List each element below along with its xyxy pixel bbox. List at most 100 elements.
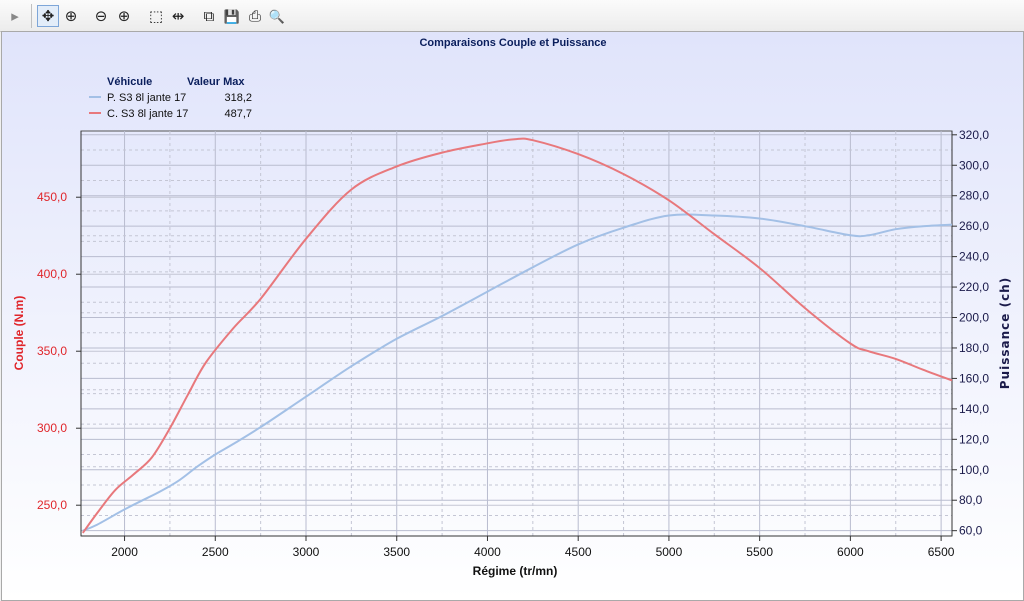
data-point-torque: [577, 153, 579, 155]
x-tick-label: 3000: [293, 545, 320, 559]
data-point-torque: [713, 233, 715, 235]
zoom-select-icon[interactable]: ⊕: [64, 7, 78, 25]
y-right-tick-label: 180,0: [959, 341, 989, 355]
y-right-tick-label: 200,0: [959, 311, 989, 325]
toolbar-separator: [31, 4, 32, 28]
y-right-tick-label: 240,0: [959, 250, 989, 264]
x-tick-label: 6000: [837, 545, 864, 559]
data-point-torque: [441, 152, 443, 154]
x-axis-label: Régime (tr/mn): [473, 564, 558, 578]
series-line-power: [82, 213, 953, 532]
data-point-power: [922, 225, 924, 227]
data-point-power: [577, 244, 579, 246]
data-point-power: [233, 443, 235, 445]
y-axis-left-label: Couple (N.m): [12, 296, 26, 371]
save-icon[interactable]: 💾: [223, 8, 241, 24]
y-right-tick-label: 220,0: [959, 280, 989, 294]
data-point-torque: [115, 489, 117, 491]
x-tick-label: 2500: [202, 545, 229, 559]
data-point-torque: [82, 532, 84, 534]
data-point-power: [668, 215, 670, 217]
legend-header-vehicle: Véhicule: [107, 76, 152, 88]
zoom-out-icon[interactable]: ⊖: [94, 7, 108, 25]
y-right-tick-label: 80,0: [959, 493, 983, 507]
data-point-torque: [532, 139, 534, 141]
data-point-power: [850, 234, 852, 236]
y-right-tick-label: 60,0: [959, 524, 983, 538]
select-region-icon[interactable]: ⬚: [148, 7, 164, 25]
y-right-tick-label: 260,0: [959, 219, 989, 233]
print-preview-icon[interactable]: 🔍: [268, 8, 286, 24]
data-point-power: [396, 338, 398, 340]
y-right-tick-label: 280,0: [959, 189, 989, 203]
data-point-power: [713, 215, 715, 217]
legend-max-power: 318,2: [224, 92, 252, 104]
data-point-torque: [804, 307, 806, 309]
data-point-power: [759, 218, 761, 220]
data-point-power: [214, 454, 216, 456]
y-right-tick-label: 140,0: [959, 402, 989, 416]
y-right-tick-label: 160,0: [959, 371, 989, 385]
axes: 2000 2500 3000 3500 4000 4500 5000 5500 6000 6500…: [37, 128, 989, 559]
data-point-torque: [668, 199, 670, 201]
data-point-power: [160, 490, 162, 492]
y-left-tick-label: 450,0: [37, 190, 67, 204]
series-group: [81, 137, 953, 534]
data-point-torque: [151, 457, 153, 459]
split-view-icon[interactable]: ⇹: [171, 7, 185, 25]
x-tick-label: 5000: [656, 545, 683, 559]
data-point-power: [124, 509, 126, 511]
data-point-power: [305, 396, 307, 398]
y-left-tick-label: 400,0: [37, 267, 67, 281]
data-point-torque: [133, 474, 135, 476]
data-point-torque: [187, 394, 189, 396]
data-point-torque: [850, 343, 852, 345]
y-right-tick-label: 300,0: [959, 158, 989, 172]
data-point-power: [532, 266, 534, 268]
print-icon[interactable]: ⎙: [248, 7, 261, 25]
data-point-torque: [260, 298, 262, 300]
series-line-torque: [81, 137, 953, 534]
y-left-tick-label: 250,0: [37, 498, 67, 512]
data-point-torque: [922, 369, 924, 371]
y-right-tick-label: 320,0: [959, 128, 989, 142]
data-point-power: [951, 224, 953, 226]
data-point-torque: [759, 267, 761, 269]
y-right-tick-label: 100,0: [959, 463, 989, 477]
data-point-power: [868, 234, 870, 236]
data-point-power: [142, 499, 144, 501]
data-point-torque: [205, 361, 207, 363]
data-point-torque: [487, 143, 489, 145]
chart-title: Comparaisons Couple et Puissance: [419, 37, 606, 49]
data-point-torque: [623, 173, 625, 175]
data-point-torque: [951, 380, 953, 382]
x-tick-label: 4500: [565, 545, 592, 559]
legend-header-max: Valeur Max: [187, 76, 245, 88]
data-point-torque: [868, 350, 870, 352]
legend-label-power: P. S3 8l jante 17: [107, 92, 186, 104]
collapse-arrow-icon[interactable]: ▸: [11, 7, 19, 25]
legend-max-torque: 487,7: [224, 108, 252, 120]
data-point-power: [351, 365, 353, 367]
data-point-torque: [514, 138, 516, 140]
data-point-power: [260, 426, 262, 428]
copy-icon[interactable]: ⧉: [203, 7, 215, 25]
data-point-power: [804, 225, 806, 227]
data-point-torque: [305, 238, 307, 240]
data-point-power: [178, 480, 180, 482]
legend-label-torque: C. S3 8l jante 17: [107, 108, 188, 120]
x-tick-label: 4000: [474, 545, 501, 559]
data-point-torque: [895, 358, 897, 360]
y-left-tick-label: 300,0: [37, 421, 67, 435]
data-point-torque: [351, 189, 353, 191]
zoom-in-icon[interactable]: ⊕: [117, 7, 131, 25]
data-point-power: [196, 466, 198, 468]
data-point-torque: [169, 427, 171, 429]
x-tick-label: 5500: [746, 545, 773, 559]
data-point-power: [895, 228, 897, 230]
pan-icon[interactable]: ✥: [37, 5, 59, 27]
grid: [81, 131, 952, 536]
data-point-power: [623, 227, 625, 229]
data-point-power: [97, 524, 99, 526]
